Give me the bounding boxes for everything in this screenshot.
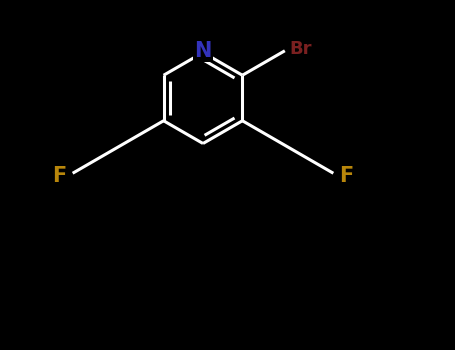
- Text: Br: Br: [289, 40, 312, 58]
- Text: F: F: [339, 166, 354, 186]
- Text: N: N: [194, 41, 212, 61]
- Text: F: F: [52, 166, 66, 186]
